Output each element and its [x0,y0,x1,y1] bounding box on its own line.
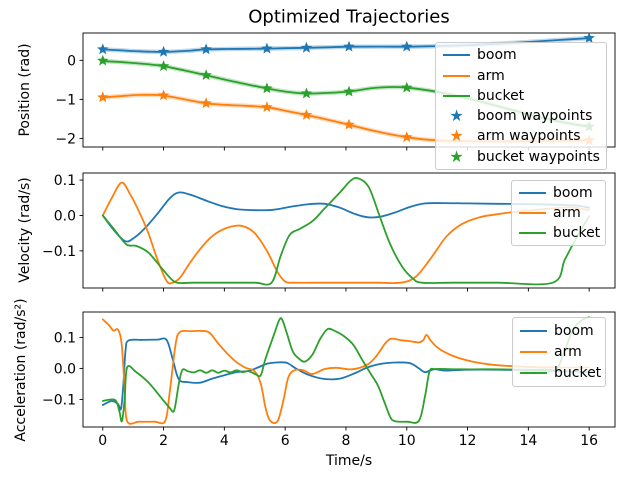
legend-label-arm-waypoints: arm waypoints [477,128,581,145]
y-tick-label: 0.0 [54,361,76,377]
bucket-star-icon: ★ [449,146,464,166]
y-tick-label: 0.0 [54,208,76,224]
boom-velocity-line [101,191,591,243]
bucket-line-sample [443,94,470,97]
arm-waypoints-marker [343,118,355,130]
x-tick-label: 2 [159,433,168,449]
boom-line-sample [443,54,470,57]
legend-item-boom: boom [520,321,598,341]
bucket-waypoints-marker [157,60,170,71]
velocity-axes-box [82,172,616,289]
x-tick-label: 16 [580,433,598,449]
legend-label-arm: arm [477,67,505,84]
x-tick-label: 8 [341,433,350,449]
arm-acceleration-line [101,318,591,425]
position-axes-box [82,32,616,148]
arm-velocity-line [101,181,591,285]
legend-item-arm-waypoints: ★ arm waypoints [443,126,599,146]
bucket-waypoints-marker [97,54,109,66]
y-tick-label: −0.1 [42,392,76,408]
arm-waypoints-marker [261,101,273,112]
position-legend: boom arm bucket ★ boom waypoints ★ arm w… [435,42,607,170]
boom-waypoints-marker [157,45,170,57]
arm-waypoints-marker [300,109,313,120]
position-axis-label: Position (rad) [17,43,33,137]
boom-waypoints-marker [343,40,355,52]
time-axis-label: Time/s [325,453,373,469]
x-tick-label: 0 [98,433,107,449]
legend-label-bucket: bucket [553,225,601,241]
arm-line-sample [519,212,546,214]
legend-item-bucket-waypoints: ★ bucket waypoints [443,146,600,167]
acceleration-axis-label: Acceleration (rad/s²) [13,298,29,442]
acceleration-subplot: 0.1 0.0 −0.1 0 2 4 6 8 10 12 14 16 [42,311,616,449]
velocity-legend: boom arm bucket [511,180,606,246]
y-tick-label: −1 [55,92,76,108]
y-tick-label: −0.1 [42,244,76,260]
arm-line-sample [520,351,547,353]
legend-item-boom-waypoints: ★ boom waypoints [443,106,599,126]
boom-waypoints-marker [583,32,595,43]
y-tick-label: 0 [67,53,76,69]
x-tick-label: 10 [398,433,416,449]
boom-waypoints-marker [401,40,413,52]
boom-waypoints-marker [300,41,313,53]
y-tick-label: −2 [55,131,76,147]
bucket-velocity-line [101,176,591,286]
arm-star-icon: ★ [449,126,464,146]
bucket-acceleration-line [101,316,591,424]
bucket-waypoints-marker [300,87,313,99]
boom-waypoints-marker [97,43,109,55]
arm-waypoints-marker [200,97,212,109]
bucket-waypoints-marker [200,69,212,80]
bucket-waypoints-marker [401,81,413,93]
legend-label-bucket: bucket [477,87,525,104]
legend-item-bucket: bucket [519,223,601,243]
velocity-subplot: 0.1 0.0 −0.1 [42,172,616,292]
legend-item-arm: arm [520,342,598,362]
arm-waypoints-marker [401,131,413,143]
acceleration-axes-box [82,311,616,428]
x-tick-label: 4 [220,433,229,449]
legend-label-arm: arm [553,205,581,221]
bucket-waypoints-marker [343,85,355,97]
arm-waypoints-marker [157,89,170,101]
legend-label-boom: boom [553,185,593,201]
acceleration-legend: boom arm bucket [512,317,606,387]
boom-line-sample [520,330,547,332]
boom-waypoints-marker [261,42,273,54]
legend-label-bucket-waypoints: bucket waypoints [477,148,600,165]
arm-line-sample [443,74,470,77]
legend-item-arm: arm [519,203,598,223]
legend-label-boom: boom [477,47,517,64]
bucket-waypoints-marker [261,82,273,94]
boom-line-sample [519,192,546,194]
legend-label-arm: arm [554,344,582,360]
legend-item-boom: boom [443,45,599,65]
legend-item-bucket: bucket [520,363,602,383]
y-tick-label: 0.1 [54,330,76,346]
legend-label-bucket: bucket [554,365,602,381]
x-tick-label: 6 [281,433,290,449]
x-tick-label: 14 [519,433,537,449]
bucket-line-sample [520,372,547,374]
legend-item-boom: boom [519,183,598,203]
boom-waypoints-marker [200,43,212,55]
boom-star-icon: ★ [449,106,464,126]
arm-waypoints-marker [97,91,109,103]
y-tick-label: 0.1 [54,173,76,189]
x-tick-label: 12 [459,433,477,449]
legend-item-arm: arm [443,66,599,86]
figure-title: Optimized Trajectories [248,6,450,28]
legend-label-boom: boom [554,323,594,339]
bucket-line-sample [519,232,546,234]
velocity-axis-label: Velocity (rad/s) [17,177,33,283]
legend-item-bucket: bucket [443,86,599,106]
legend-label-boom-waypoints: boom waypoints [477,108,593,125]
